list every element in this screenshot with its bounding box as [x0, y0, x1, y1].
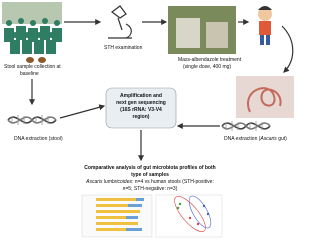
dna-icon [221, 120, 271, 132]
node-label: Amplification and [120, 93, 162, 99]
scatter-thumbnail [155, 194, 223, 238]
node-label: (single dose, 400 mg) [183, 64, 231, 70]
treatment-photo [168, 6, 236, 54]
node-label: DNA extraction (Ascaris gut) [224, 136, 287, 142]
child-icon [258, 6, 272, 45]
node-label: (16S rRNA: V3-V4 [120, 107, 162, 113]
node-label: type of samples [131, 172, 169, 178]
worm-photo [236, 76, 294, 118]
dna-icon [7, 114, 57, 126]
bar-thumbnail [81, 194, 153, 238]
arrow [281, 25, 294, 73]
node-label: Stool sample collection at [4, 64, 61, 70]
node-label: Mass-albendazole treatment [178, 57, 242, 63]
node-label: region) [133, 114, 150, 120]
node-label: baseline [20, 71, 39, 77]
node-label: n=5; STH-negative: n=3) [123, 186, 178, 192]
crowd-icon [2, 2, 62, 63]
process-box [105, 87, 177, 129]
node-label: DNA extraction (stool) [14, 136, 63, 142]
diagram: Stool sample collection at baseline STH … [2, 2, 294, 238]
arrow [59, 104, 106, 119]
node-label: STH examination [104, 45, 143, 51]
page: Stool sample collection at baseline STH … [2, 2, 294, 238]
node-label: Comparative analysis of gut microbiota p… [84, 165, 215, 171]
microscope-icon [108, 5, 132, 39]
node-label: Ascaris lumbricoides: n=4 vs human stool… [85, 179, 214, 185]
node-label: next gen sequencing [116, 100, 166, 106]
